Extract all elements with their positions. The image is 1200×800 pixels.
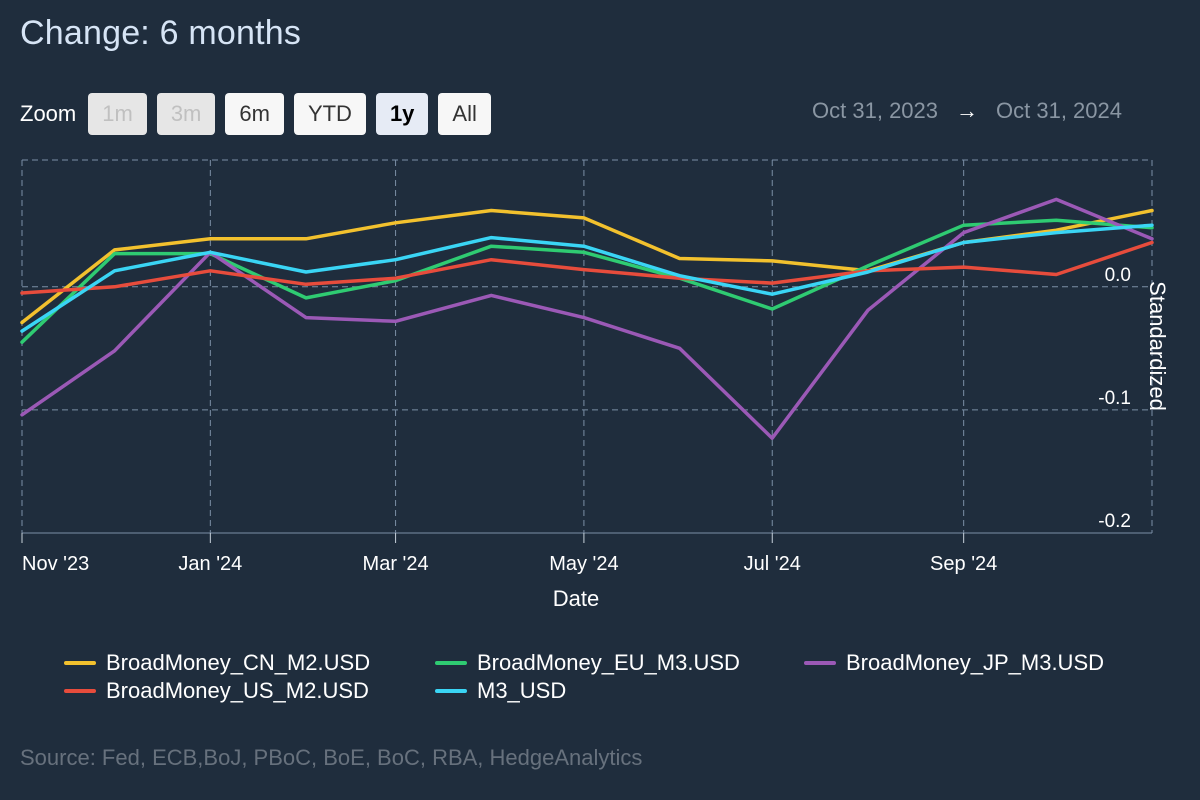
grid-lines (21, 159, 1153, 534)
x-tick-label: Jul '24 (744, 553, 801, 575)
legend-swatch (64, 689, 96, 693)
legend-swatch (435, 661, 467, 665)
legend-swatch (435, 689, 467, 693)
range-to-date[interactable]: Oct 31, 2024 (996, 98, 1122, 123)
series-line-BroadMoney_JP_M3.USD[interactable] (20, 197, 1154, 440)
legend-item[interactable]: BroadMoney_EU_M3.USD (435, 650, 740, 676)
legend-item[interactable]: BroadMoney_CN_M2.USD (64, 650, 370, 676)
x-tick-label: May '24 (549, 553, 618, 575)
source-note: Source: Fed, ECB,BoJ, PBoC, BoE, BoC, RB… (20, 745, 643, 770)
zoom-6m-button[interactable]: 6m (225, 93, 284, 135)
legend-item[interactable]: BroadMoney_JP_M3.USD (804, 650, 1104, 676)
x-tick-label: Sep '24 (930, 553, 997, 575)
zoom-label: Zoom (20, 101, 77, 126)
x-tick-label: Mar '24 (363, 553, 429, 575)
zoom-1m-button: 1m (88, 93, 147, 135)
zoom-toolbar: Zoom 1m 3m 6m YTD 1y All (20, 92, 501, 136)
y-tick-label: -0.1 (1098, 388, 1131, 409)
zoom-all-button[interactable]: All (438, 93, 491, 135)
series-line-BroadMoney_US_M2.USD[interactable] (20, 240, 1154, 295)
x-tick-label: Jan '24 (178, 553, 242, 575)
series-line-M3_USD[interactable] (20, 223, 1154, 333)
legend-label: BroadMoney_US_M2.USD (106, 678, 369, 703)
legend-label: BroadMoney_CN_M2.USD (106, 650, 371, 675)
y-axis-title: Standardized (1145, 281, 1170, 411)
legend-item[interactable]: BroadMoney_US_M2.USD (64, 678, 369, 704)
zoom-1y-button[interactable]: 1y (375, 93, 429, 135)
chart-title: Change: 6 months (20, 14, 302, 52)
legend-label: BroadMoney_JP_M3.USD (846, 650, 1105, 675)
y-tick-label: 0.0 (1105, 265, 1131, 286)
y-tick-label: -0.2 (1098, 511, 1131, 532)
legend-swatch (804, 661, 836, 665)
legend-label: M3_USD (477, 678, 567, 703)
x-tick-label: Nov '23 (22, 553, 89, 575)
legend-item[interactable]: M3_USD (435, 678, 566, 704)
x-axis-title: Date (553, 586, 599, 611)
legend-swatch (64, 661, 96, 665)
legend-label: BroadMoney_EU_M3.USD (477, 650, 740, 675)
range-from-date[interactable]: Oct 31, 2023 (812, 98, 939, 123)
series-lines (20, 197, 1154, 440)
date-range: Oct 31, 2023 → Oct 31, 2024 (812, 98, 1122, 124)
range-arrow-icon: → (956, 98, 979, 123)
zoom-3m-button: 3m (156, 93, 216, 135)
line-chart: 0.0 -0.1 -0.2 Nov '23 Jan '24 Mar '24 May '24 J… (20, 159, 1170, 611)
axis-ticks: 0.0 -0.1 -0.2 Nov '23 Jan '24 Mar '24 May '24 J… (21, 265, 1131, 575)
zoom-ytd-button[interactable]: YTD (293, 93, 366, 135)
